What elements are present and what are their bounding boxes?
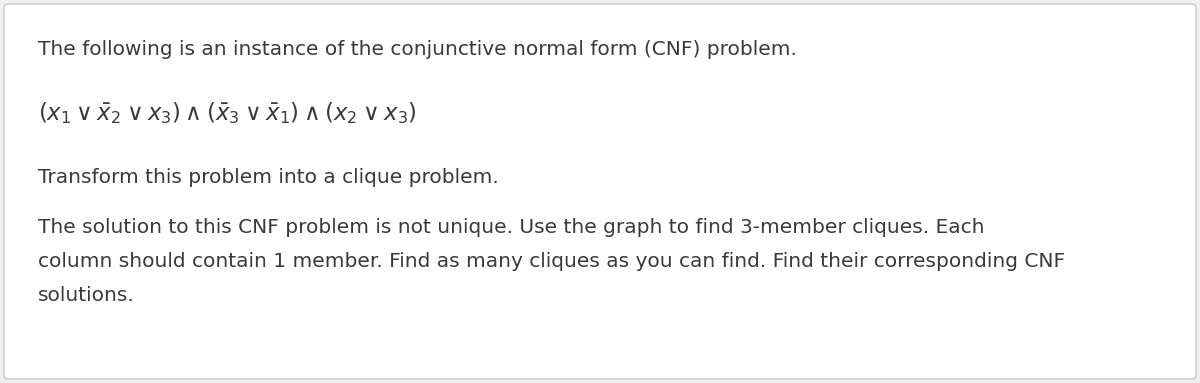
Text: solutions.: solutions. (38, 286, 134, 305)
Text: Transform this problem into a clique problem.: Transform this problem into a clique pro… (38, 168, 499, 187)
FancyBboxPatch shape (4, 4, 1196, 379)
Text: $(x_1 \vee \bar{x}_2 \vee x_3) \wedge (\bar{x}_3 \vee \bar{x}_1) \wedge (x_2 \ve: $(x_1 \vee \bar{x}_2 \vee x_3) \wedge (\… (38, 100, 416, 126)
Text: column should contain 1 member. Find as many cliques as you can find. Find their: column should contain 1 member. Find as … (38, 252, 1066, 271)
Text: The solution to this CNF problem is not unique. Use the graph to find 3-member c: The solution to this CNF problem is not … (38, 218, 984, 237)
Text: The following is an instance of the conjunctive normal form (CNF) problem.: The following is an instance of the conj… (38, 40, 797, 59)
